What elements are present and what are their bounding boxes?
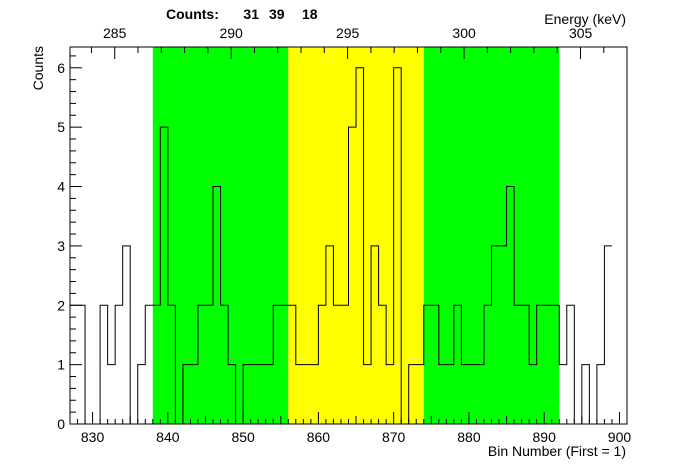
x-tick-label: 840 xyxy=(156,429,180,445)
region-background-right xyxy=(423,47,560,424)
y-axis-title: Counts xyxy=(30,46,46,90)
y-tick-label: 4 xyxy=(57,179,65,195)
y-tick-label: 1 xyxy=(57,357,65,373)
region-count-right: 18 xyxy=(302,6,318,22)
region-count-left: 31 xyxy=(243,6,259,22)
x-axis-ticks: 830 840 850 860 870 880 890 900 xyxy=(69,412,632,445)
y-tick-label: 2 xyxy=(57,297,65,313)
x-tick-label: 860 xyxy=(307,429,331,445)
energy-axis-ticks: 285 290 295 300 305 xyxy=(90,25,605,59)
energy-tick-label: 305 xyxy=(569,25,593,41)
y-tick-label: 5 xyxy=(57,119,65,135)
energy-tick-label: 290 xyxy=(219,25,243,41)
energy-tick-label: 295 xyxy=(336,25,360,41)
x-tick-label: 900 xyxy=(608,429,632,445)
energy-tick-label: 300 xyxy=(452,25,476,41)
y-tick-label: 3 xyxy=(57,238,65,254)
energy-tick-label: 285 xyxy=(103,25,127,41)
y-tick-label: 6 xyxy=(57,60,65,76)
x-tick-label: 830 xyxy=(81,429,105,445)
y-axis-ticks: 0 1 2 3 4 5 6 xyxy=(57,55,82,432)
x-tick-label: 850 xyxy=(231,429,255,445)
region-count-peak: 39 xyxy=(269,6,285,22)
x-tick-label: 870 xyxy=(382,429,406,445)
x-tick-label: 880 xyxy=(457,429,481,445)
y-tick-label: 0 xyxy=(57,416,65,432)
histogram-line xyxy=(70,67,612,425)
counts-label: Counts: xyxy=(166,6,219,22)
x-tick-label: 890 xyxy=(533,429,557,445)
x-axis-title: Bin Number (First = 1) xyxy=(488,443,626,459)
energy-axis-title: Energy (keV) xyxy=(544,11,626,27)
